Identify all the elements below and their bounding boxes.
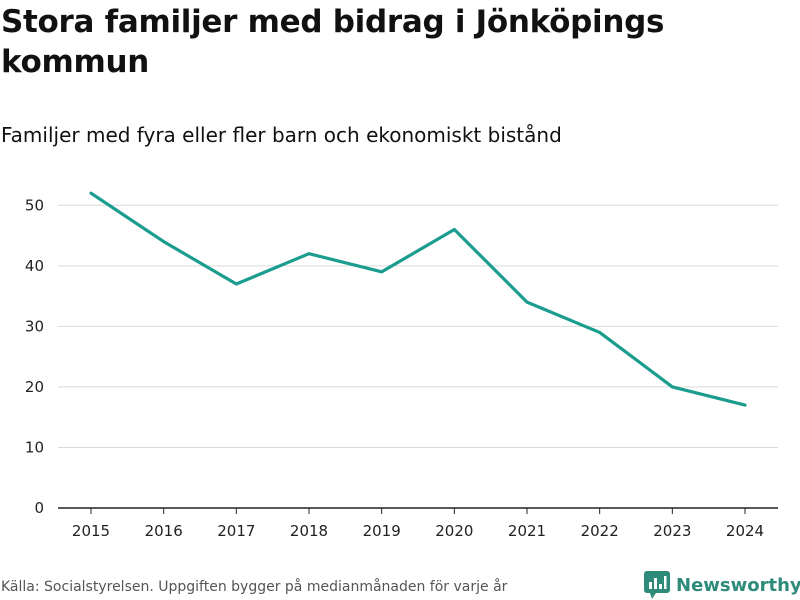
x-tick-label-2020: 2020 — [435, 522, 473, 540]
y-axis-ticks: 0 10 20 30 40 50 — [25, 196, 44, 517]
grid-lines — [58, 204, 778, 448]
x-tick-label-2016: 2016 — [145, 522, 183, 540]
x-tick-label-2015: 2015 — [72, 522, 110, 540]
x-axis-ticks: 2015 2016 2017 2018 2019 2020 2021 2022 2023 2024 — [72, 508, 764, 540]
x-tick-label-2021: 2021 — [508, 522, 546, 540]
x-tick-label-2023: 2023 — [653, 522, 691, 540]
x-tick-label-2024: 2024 — [726, 522, 764, 540]
brand-logo: Newsworthy — [644, 570, 800, 600]
x-tick-label-2018: 2018 — [290, 522, 328, 540]
x-tick-label-2019: 2019 — [363, 522, 401, 540]
y-tick-label-20: 20 — [25, 378, 44, 396]
y-tick-label-10: 10 — [25, 438, 44, 456]
y-tick-label-50: 50 — [25, 196, 44, 214]
y-tick-label-40: 40 — [25, 257, 44, 275]
brand-name: Newsworthy — [676, 574, 800, 596]
source-note: Källa: Socialstyrelsen. Uppgiften bygger… — [1, 579, 508, 595]
y-tick-label-0: 0 — [34, 499, 44, 517]
series-layer — [89, 191, 747, 407]
chart-title: Stora familjer med bidrag i Jönköpings k… — [1, 4, 665, 80]
series-line-0 — [89, 191, 747, 407]
newsworthy-logo-icon — [644, 571, 670, 599]
chart-subtitle: Familjer med fyra eller fler barn och ek… — [1, 123, 562, 147]
y-tick-label-30: 30 — [25, 317, 44, 335]
x-tick-label-2022: 2022 — [581, 522, 619, 540]
x-tick-label-2017: 2017 — [217, 522, 255, 540]
